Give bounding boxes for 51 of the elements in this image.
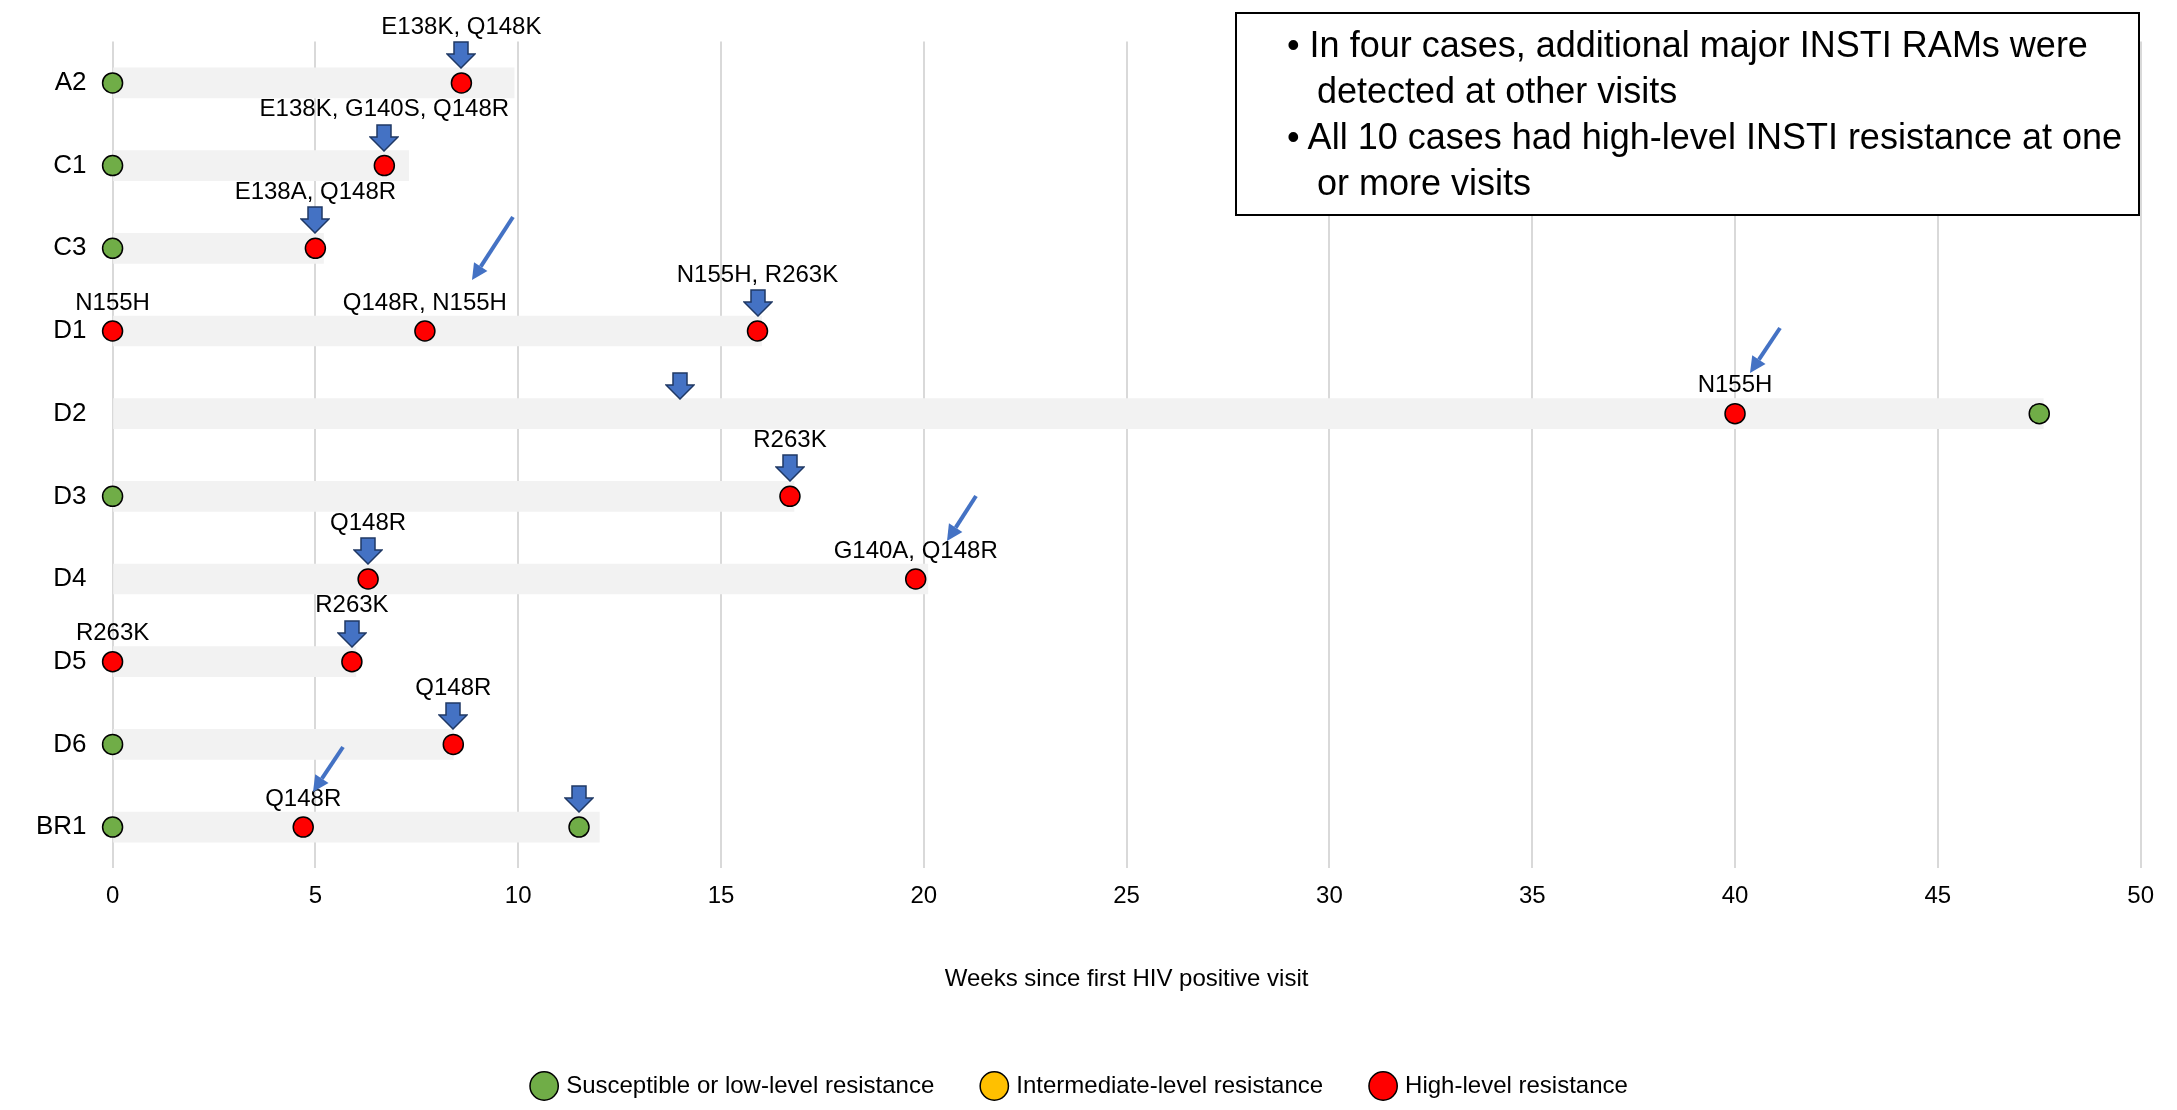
x-tick-label: 0 xyxy=(105,881,120,909)
bar xyxy=(113,481,795,512)
x-tick-label: 5 xyxy=(308,881,323,909)
bar xyxy=(113,563,929,595)
bar xyxy=(113,729,454,760)
annotation: N155H xyxy=(75,287,150,315)
legend-label: Intermediate-level resistance xyxy=(1016,1070,1324,1098)
y-tick-label: A2 xyxy=(54,66,87,97)
annotation: R263K xyxy=(315,590,389,618)
x-tick-label: 35 xyxy=(1518,881,1546,909)
annotation: Q148R xyxy=(265,783,342,811)
y-tick-label: C1 xyxy=(53,148,87,179)
bar xyxy=(113,150,410,181)
y-tick-label: D3 xyxy=(53,479,87,510)
y-tick-label: D5 xyxy=(53,644,87,675)
bar xyxy=(113,398,2044,429)
x-axis-title: Weeks since first HIV positive visit xyxy=(944,964,1309,992)
annotation: R263K xyxy=(753,424,827,452)
y-tick-label: D2 xyxy=(53,396,87,427)
annotation: E138K, Q148K xyxy=(381,11,542,39)
annotation: • All 10 cases had high-level INSTI resistance at one or more visits xyxy=(1287,115,2124,205)
x-tick-label: 20 xyxy=(910,881,938,909)
annotation: G140A, Q148R xyxy=(833,535,998,563)
x-tick-label: 10 xyxy=(504,881,532,909)
x-tick-label: 40 xyxy=(1721,881,1749,909)
x-tick-label: 25 xyxy=(1113,881,1140,909)
annotation: • In four cases, additional major INSTI RAMs were detected at other visits xyxy=(1287,23,2089,113)
y-tick-label: C3 xyxy=(53,231,87,262)
annotation: Q148R xyxy=(415,673,492,701)
bar xyxy=(113,232,324,264)
annotation: N155H, R263K xyxy=(676,259,839,287)
bar xyxy=(113,67,515,99)
annotation: Q148R, N155H xyxy=(342,287,507,315)
legend-label: Susceptible or low-level resistance xyxy=(566,1070,935,1098)
bar xyxy=(113,315,762,347)
annotation: Q148R xyxy=(330,507,407,535)
annotation: N155H xyxy=(1697,370,1773,398)
bar xyxy=(113,811,600,843)
x-tick-label: 15 xyxy=(707,881,735,909)
x-tick-label: 45 xyxy=(1924,881,1952,909)
x-tick-label: 30 xyxy=(1316,881,1343,909)
y-tick-label: BR1 xyxy=(36,810,87,841)
y-tick-label: D4 xyxy=(53,562,87,593)
annotation: E138A, Q148R xyxy=(234,176,397,204)
annotation: E138K, G140S, Q148R xyxy=(259,94,510,122)
y-tick-label: D6 xyxy=(53,727,87,758)
bar xyxy=(113,646,357,678)
annotation: R263K xyxy=(75,618,150,646)
x-tick-label: 50 xyxy=(2127,881,2154,909)
legend-label: High-level resistance xyxy=(1405,1070,1628,1098)
y-tick-label: D1 xyxy=(53,314,87,345)
